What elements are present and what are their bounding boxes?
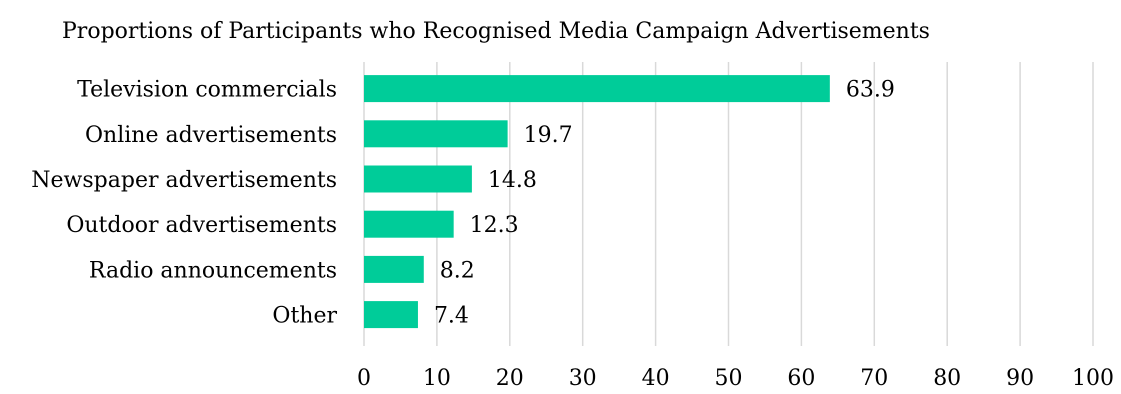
data-labels: 63.9 19.7 14.8 12.3 8.2 7.4 — [434, 78, 895, 329]
category-label: Outdoor advertisements — [66, 213, 337, 238]
x-tick-label: 20 — [496, 366, 524, 391]
data-label: 12.3 — [470, 213, 519, 238]
x-tick-label: 80 — [933, 366, 961, 391]
x-tick-label: 0 — [357, 366, 371, 391]
data-label: 8.2 — [440, 258, 475, 283]
bars — [364, 75, 830, 329]
x-tick-label: 40 — [642, 366, 670, 391]
category-label: Newspaper advertisements — [31, 168, 337, 193]
gridlines — [363, 62, 1094, 346]
x-tick-label: 50 — [715, 366, 743, 391]
x-tick-label: 100 — [1072, 366, 1114, 391]
bar — [364, 255, 424, 283]
category-label: Online advertisements — [85, 123, 337, 148]
data-label: 63.9 — [846, 78, 895, 103]
x-axis-tick-labels: 0 10 20 30 40 50 60 70 80 90 100 — [357, 366, 1114, 391]
bar — [364, 210, 454, 238]
bar — [364, 301, 418, 329]
x-tick-label: 90 — [1006, 366, 1034, 391]
x-tick-label: 60 — [787, 366, 815, 391]
bar — [364, 165, 472, 193]
data-label: 14.8 — [488, 168, 537, 193]
category-labels: Television commercials Online advertiseme… — [31, 78, 337, 329]
bar — [364, 120, 508, 148]
data-label: 7.4 — [434, 304, 469, 329]
x-tick-label: 70 — [860, 366, 888, 391]
x-tick-label: 30 — [569, 366, 597, 391]
category-label: Television commercials — [77, 78, 337, 103]
chart-title: Proportions of Participants who Recognis… — [62, 19, 930, 44]
bar — [364, 75, 830, 103]
category-label: Radio announcements — [89, 258, 337, 283]
x-tick-label: 10 — [423, 366, 451, 391]
category-label: Other — [272, 304, 337, 329]
data-label: 19.7 — [524, 123, 573, 148]
